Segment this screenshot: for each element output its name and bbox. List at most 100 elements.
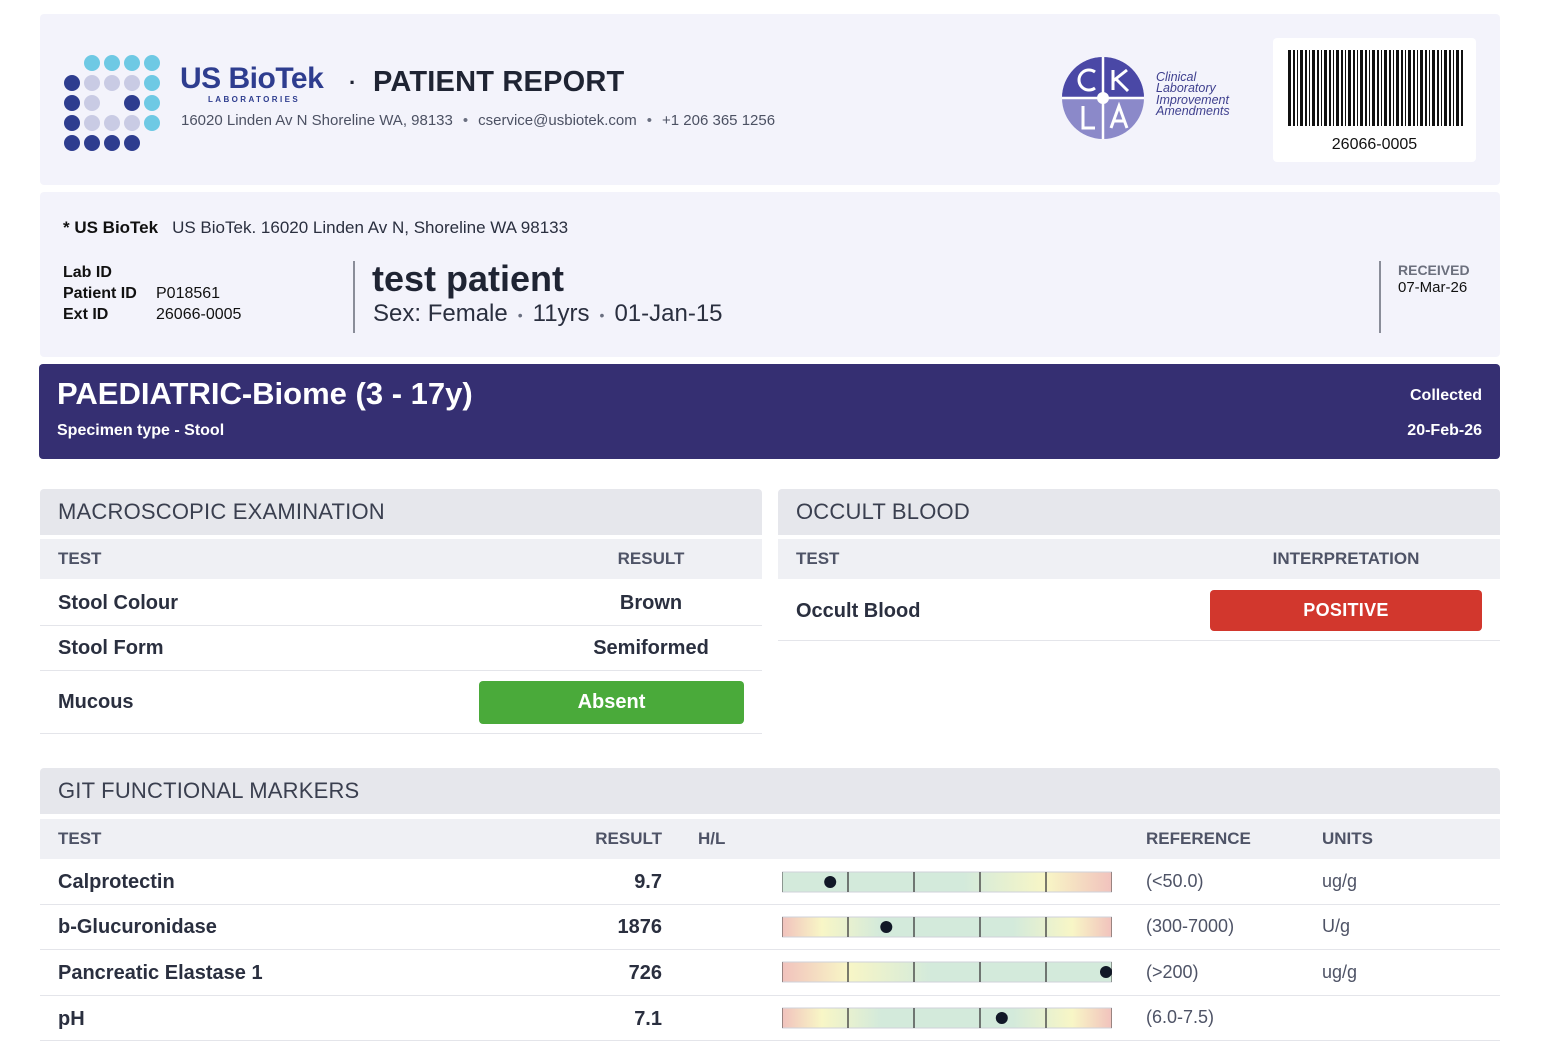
test-result: 1876 [617,916,663,938]
barcode: 26066-0005 [1273,38,1476,162]
occult-header: TEST INTERPRETATION [778,539,1500,579]
occult-title: OCCULT BLOOD [778,489,1500,535]
received-date: 07-Mar-26 [1398,279,1468,296]
git-title: GIT FUNCTIONAL MARKERS [40,768,1500,814]
collected-date: 20-Feb-26 [1407,422,1482,439]
barcode-number: 26066-0005 [1331,136,1418,153]
collected-label: Collected [1409,387,1482,404]
col-result: RESULT [595,829,662,848]
result-gauge [782,961,1112,983]
test-name: Mucous [58,691,134,713]
lab-full-address: US BioTek. 16020 Linden Av N, Shoreline … [172,218,569,237]
lab-line: * US BioTek US BioTek. 16020 Linden Av N,… [63,218,568,238]
positive-badge: POSITIVE [1210,590,1482,631]
lab-phone[interactable]: +1 206 365 1256 [662,112,776,129]
gauge-track [782,1007,1112,1029]
divider [1379,261,1381,333]
brand: US BioTek LABORATORIES [180,62,324,104]
test-name: Calprotectin [58,871,175,893]
title-separator: · [349,70,357,95]
test-result: Brown [619,592,683,614]
test-result: Semiformed [593,637,709,659]
patient-name: test patient [372,258,565,299]
test-result: 9.7 [634,871,662,893]
test-result: 7.1 [634,1008,662,1030]
lab-name: * US BioTek [63,218,159,237]
gauge-marker [995,1012,1008,1024]
test-name: Pancreatic Elastase 1 [58,962,263,984]
col-interpretation: INTERPRETATION [1272,549,1420,568]
demo-separator: • [599,306,605,323]
lab-id-row: Lab ID [63,262,241,283]
barcode-icon [1288,50,1463,126]
result-gauge [782,916,1112,938]
received-label: RECEIVED [1398,262,1470,278]
contact-line: 16020 Linden Av N Shoreline WA, 98133 • cs… [181,112,775,129]
patient-ids: Lab ID Patient ID P018561 Ext ID 26066-000… [63,262,241,325]
git-header: TEST RESULT H/L REFERENCE UNITS [40,819,1500,859]
gauge-marker [824,876,837,888]
col-result: RESULT [617,549,685,568]
contact-separator: • [646,112,653,129]
patient-id-row: Patient ID P018561 [63,283,241,304]
test-reference: (300-7000) [1146,916,1235,936]
patient-dob: 01-Jan-15 [614,300,723,327]
contact-separator: • [462,112,469,129]
clia-text: Clinical Laboratory Improvement Amendmen… [1156,70,1230,119]
test-banner: PAEDIATRIC-Biome (3 - 17y) Specimen type… [39,364,1500,459]
gauge-track [782,961,1112,983]
specimen-type: Specimen type - Stool [57,422,225,439]
col-units: UNITS [1322,829,1373,848]
ext-id-row: Ext ID 26066-0005 [63,304,241,325]
clia-line: Amendments [1156,104,1230,119]
table-row: Pancreatic Elastase 1 726 (>200) ug/g [40,950,1500,996]
patient-id-label: Patient ID [63,285,137,302]
table-row: Stool Form Semiformed [40,626,762,671]
demo-separator: • [517,306,523,323]
gauge-track [782,871,1112,893]
clia-line: Improvement [1156,92,1229,107]
absent-badge: Absent [479,681,744,724]
table-row: pH 7.1 (6.0-7.5) [40,996,1500,1041]
lab-email[interactable]: cservice@usbiotek.com [478,112,637,129]
test-result: 726 [628,962,662,984]
result-gauge [782,871,1112,893]
test-name: Stool Colour [58,592,178,614]
test-reference: (6.0-7.5) [1146,1007,1215,1027]
test-units: U/g [1322,916,1351,936]
ext-id-label: Ext ID [63,306,109,323]
col-reference: REFERENCE [1146,829,1251,848]
clia-logo-icon [1062,57,1144,139]
table-row: Occult Blood [778,581,1500,641]
table-row: Calprotectin 9.7 (<50.0) ug/g [40,860,1500,905]
gauge-marker [1100,966,1112,978]
test-units: ug/g [1322,962,1358,982]
result-gauge [782,1007,1112,1029]
test-name: Stool Form [58,637,164,659]
macroscopic-header: TEST RESULT [40,539,762,579]
lab-address: 16020 Linden Av N Shoreline WA, 98133 [181,112,453,129]
table-row: Stool Colour Brown [40,581,762,626]
test-reference: (<50.0) [1146,871,1204,891]
gauge-marker [880,921,893,933]
test-title: PAEDIATRIC-Biome (3 - 17y) [57,376,473,411]
test-name: b-Glucuronidase [58,916,217,938]
patient-card [40,192,1500,357]
report-title: PATIENT REPORT [373,66,625,98]
brand-name: US BioTek [180,62,324,95]
brand-subtitle: LABORATORIES [208,95,301,104]
macroscopic-title: MACROSCOPIC EXAMINATION [40,489,762,535]
gauge-track [782,916,1112,938]
test-units: ug/g [1322,871,1358,891]
divider [353,261,355,333]
col-hl: H/L [698,829,726,848]
ext-id-value: 26066-0005 [156,306,242,323]
table-row: b-Glucuronidase 1876 (300-7000) U/g [40,905,1500,950]
patient-age: 11yrs [532,300,590,327]
test-name: pH [58,1008,85,1030]
col-test: TEST [58,829,102,848]
test-reference: (>200) [1146,962,1199,982]
clia-line: Clinical [1156,70,1197,84]
table-row: Mucous [40,671,762,734]
usbiotek-logo-icon [64,55,160,151]
